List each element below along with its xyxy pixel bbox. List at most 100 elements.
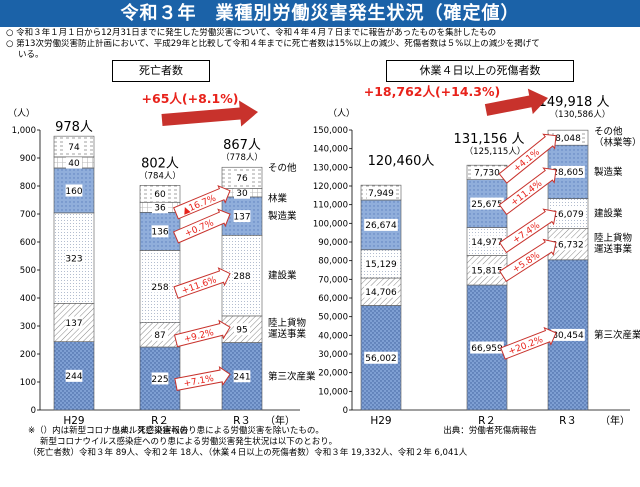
injuries-data-label: 25,675 [471,200,503,210]
injuries-change-arrow [498,208,557,254]
deaths-data-label-bg [234,323,250,336]
injuries-overall-arrow [484,88,548,116]
injuries-total-label: 120,460人 [368,154,435,169]
injuries-unit-label: （人） [328,108,355,119]
note-line: ○ 令和３年１月１日から12月31日までに発生した労働災害について、令和４年４月… [6,28,497,38]
deaths-total-label: 978人 [55,120,93,135]
injuries-category-label: H29 [370,415,391,427]
deaths-data-label: 225 [151,375,168,385]
injuries-data-label: 66,959 [471,344,503,354]
injuries-y-tick-label: 60,000 [318,294,348,304]
deaths-data-label: 36 [154,204,166,214]
injuries-data-label: 14,977 [471,238,503,248]
deaths-data-label: 137 [233,212,250,222]
note-line: ○ 第13次労働災害防止計画において、平成29年と比較して令和４年までに死亡者数… [6,39,540,49]
injuries-change-arrow [498,133,557,184]
deaths-change-arrow [173,267,231,299]
injuries-year-unit: （年） [600,414,630,427]
injuries-y-tick-label: 30,000 [318,350,348,360]
deaths-data-label: 241 [233,373,250,383]
injuries-total-label: 131,156 人 [454,132,525,147]
injuries-data-label: 80,454 [552,331,584,341]
injuries-data-label: 15,815 [471,267,503,277]
deaths-data-label-bg [65,369,83,382]
injuries-y-tick-label: 140,000 [313,145,348,155]
deaths-data-label: 288 [233,272,250,282]
injuries-data-label-bg [470,197,504,210]
injuries-data-label-bg [551,328,585,341]
injuries-data-label-bg [551,207,585,220]
injuries-legend-label: 建設業 [594,208,623,220]
deaths-total-label: 867人 [223,138,261,153]
injuries-legend-label: その他 [594,126,623,138]
deaths-legend-label: 第三次産業 [268,370,316,382]
deaths-category-label: R３ [233,415,251,427]
footnote-line: 新型コロナウイルス感染症へのり患による労働災害発生状況は以下のとおり。 [40,437,338,447]
footnote: ※（）内は新型コロナウイルス感染症へのり患による労働災害を除いたもの。 新型コロ… [28,426,628,459]
injuries-data-label: 7,949 [368,189,394,199]
injuries-data-label: 28,605 [552,168,584,178]
injuries-data-label-bg [554,131,582,144]
deaths-y-tick-label: 600 [20,238,36,248]
injuries-excl-label: （130,586人） [550,109,611,120]
deaths-data-label: 323 [65,254,82,264]
deaths-y-tick-label: 1,000 [12,126,36,136]
deaths-data-label-bg [151,372,169,385]
footnote-line: （死亡者数）令和３年 89人、令和２年 18人、（休業４日以上の死傷者数）令和３… [28,448,468,458]
injuries-category-label: R２ [478,415,496,427]
injuries-y-tick-label: 150,000 [313,126,348,136]
deaths-data-label: 60 [154,190,166,200]
deaths-y-tick-label: 400 [20,294,36,304]
deaths-data-label: 160 [65,187,82,197]
deaths-source-label: 出典：死亡災害報告 [112,425,189,436]
deaths-legend-label: 林業 [268,193,288,205]
deaths-data-label: 76 [236,174,248,184]
deaths-data-label-bg [233,370,251,383]
injuries-data-label: 8,048 [555,134,581,144]
injuries-source-label: 出典：労働者死傷病報告 [443,425,537,436]
injuries-data-label-bg [473,166,501,179]
injuries-data-label: 7,730 [474,169,500,179]
deaths-data-label: 87 [154,331,165,341]
injuries-data-label: 16,079 [552,210,584,220]
injuries-y-tick-label: 20,000 [318,369,348,379]
injuries-data-label-bg [470,235,504,248]
injuries-data-label: 14,706 [365,288,397,298]
notes: ○ 令和３年１月１日から12月31日までに発生した労働災害について、令和４年４月… [6,28,636,61]
deaths-y-tick-label: 900 [20,154,36,164]
injuries-data-label-bg [364,285,398,298]
deaths-change-arrow [172,208,231,244]
injuries-y-tick-label: 120,000 [313,182,348,192]
deaths-data-label-bg [65,252,83,265]
injuries-data-label-bg [364,351,398,364]
deaths-data-label-bg [66,156,82,169]
deaths-y-tick-label: 800 [20,182,36,192]
deaths-data-label-bg [233,210,251,223]
injuries-category-label: R３ [559,415,577,427]
injuries-y-tick-label: 40,000 [318,331,348,341]
deaths-unit-label: （人） [8,108,35,119]
deaths-data-label: 74 [68,143,80,153]
right-panel-title: 休業４日以上の死傷者数 [386,60,574,82]
deaths-legend-label: 陸上貨物 [268,317,307,329]
deaths-change-arrow-label: +9.2% [183,328,215,345]
deaths-data-label-bg [151,280,169,293]
injuries-y-tick-label: 70,000 [318,275,348,285]
deaths-data-label-bg [152,187,168,200]
page-title: 令和３年 業種別労働災害発生状況（確定値） [0,0,640,27]
injuries-y-tick-label: 90,000 [318,238,348,248]
deaths-change-arrow [174,366,231,391]
injuries-data-label-bg [364,257,398,270]
injuries-total-label: 149,918 人 [539,95,610,110]
deaths-y-tick-label: 500 [20,266,36,276]
deaths-data-label: 40 [68,159,80,169]
injuries-data-label-bg [364,218,398,231]
left-panel-title: 死亡者数 [112,60,210,82]
deaths-y-tick-label: 700 [20,210,36,220]
injuries-data-label-bg [367,186,395,199]
injuries-overall-change: +18,762人(+14.3%) [364,84,500,99]
injuries-data-label: 15,129 [365,260,397,270]
deaths-y-tick-label: 200 [20,350,36,360]
deaths-data-label: 136 [151,228,168,238]
deaths-legend-label: 建設業 [268,270,297,282]
